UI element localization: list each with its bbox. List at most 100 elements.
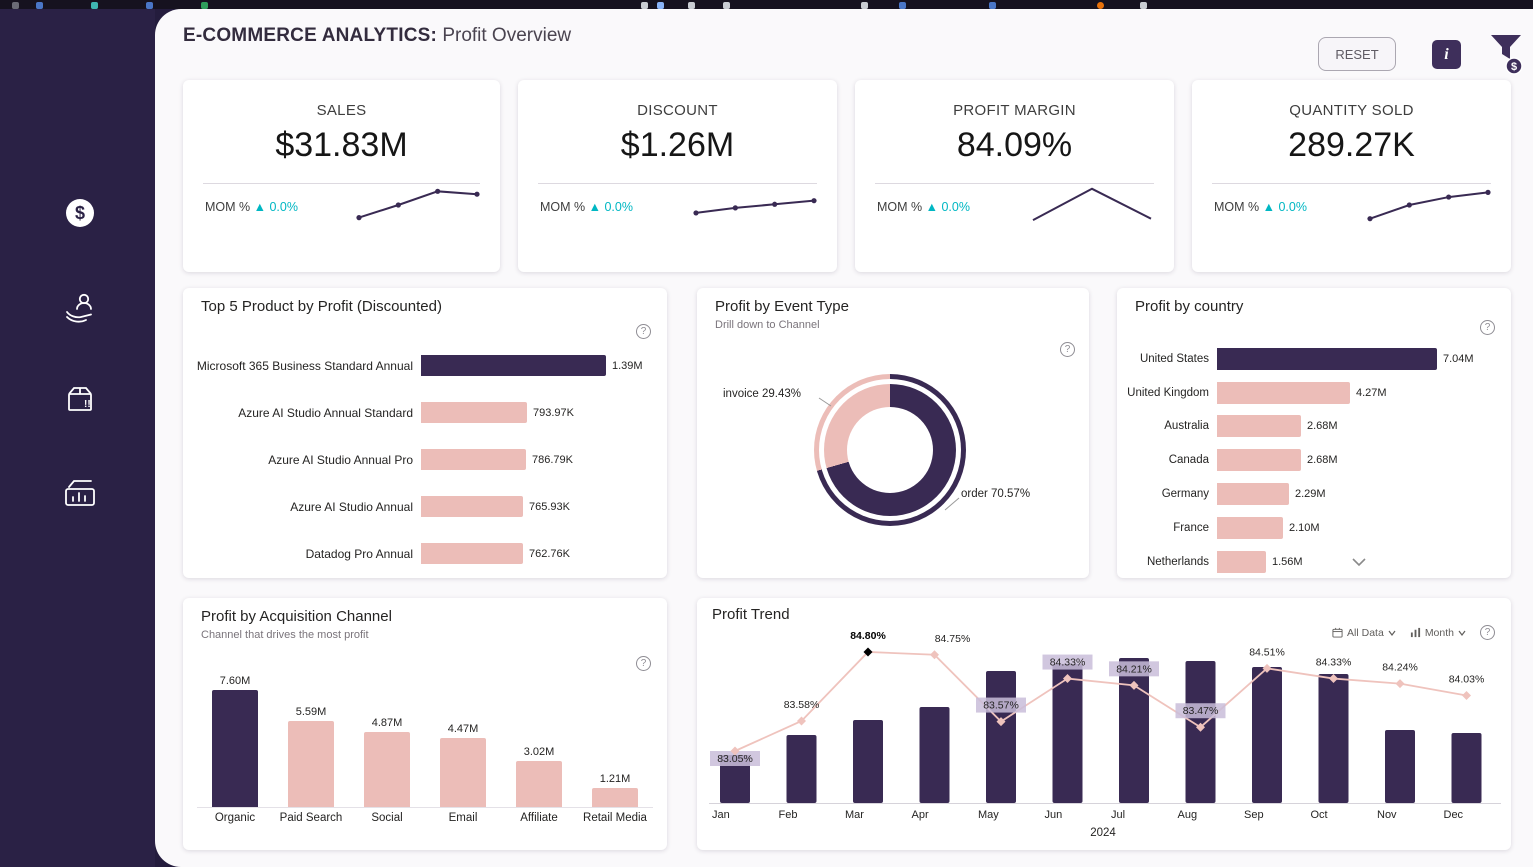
bar[interactable] — [1217, 550, 1266, 573]
taskbar-app-icon[interactable] — [641, 2, 648, 9]
trend-marker[interactable] — [930, 650, 939, 660]
taskbar-app-icon[interactable] — [1097, 2, 1104, 9]
date-range-label: All Data — [1347, 626, 1384, 639]
column-slot: 4.47M Email — [425, 664, 501, 824]
category-label: Social — [371, 812, 403, 824]
info-button[interactable]: i — [1432, 40, 1461, 69]
sidebar-item-profit[interactable] — [56, 470, 104, 518]
trend-marker[interactable] — [1129, 680, 1139, 690]
date-range-dropdown[interactable]: All Data — [1332, 627, 1396, 639]
bar[interactable] — [592, 788, 638, 807]
donut-chart[interactable] — [814, 374, 966, 526]
trend-bar[interactable] — [1252, 667, 1282, 803]
trend-marker[interactable] — [730, 746, 740, 756]
trend-marker[interactable] — [797, 716, 806, 726]
trend-bar[interactable] — [853, 720, 883, 803]
taskbar-app-icon[interactable] — [201, 2, 208, 9]
value-label: 1.39M — [612, 359, 643, 372]
scroll-chevron-down-icon[interactable] — [1351, 554, 1367, 572]
bar[interactable] — [212, 690, 258, 807]
bar[interactable] — [1217, 381, 1350, 404]
trend-bar[interactable] — [1318, 674, 1349, 803]
taskbar-app-icon[interactable] — [12, 2, 19, 9]
value-label: 762.76K — [529, 547, 570, 560]
bar[interactable] — [421, 543, 523, 564]
profit-money-icon — [65, 480, 95, 506]
svg-text:!!: !! — [84, 399, 91, 410]
trend-bar[interactable] — [1385, 730, 1415, 803]
bar[interactable] — [516, 761, 562, 807]
column-slot: 3.02M Affiliate — [501, 664, 577, 824]
category-label: Microsoft 365 Business Standard Annual — [196, 358, 413, 373]
trend-marker[interactable] — [1395, 679, 1405, 689]
donut-inner-ring[interactable] — [824, 384, 956, 516]
kpi-mom: MOM % ▲ 0.0% — [877, 200, 970, 214]
trend-bar[interactable] — [1451, 733, 1482, 803]
bar[interactable] — [421, 449, 526, 470]
trend-bar[interactable] — [786, 735, 817, 803]
trend-marker[interactable] — [863, 647, 873, 657]
taskbar-app-icon[interactable] — [36, 2, 43, 9]
axis-label: Mar — [845, 809, 864, 821]
taskbar-app-icon[interactable] — [723, 2, 730, 9]
bar[interactable] — [1217, 483, 1289, 506]
help-icon[interactable]: ? — [1480, 320, 1495, 335]
help-icon[interactable]: ? — [636, 656, 651, 671]
taskbar-app-icon[interactable] — [146, 2, 153, 9]
trend-bar[interactable] — [1185, 661, 1216, 803]
country-bar-chart: United States 7.04M United Kingdom 4.27M Aus… — [1117, 342, 1503, 579]
mom-up-arrow-icon: ▲ — [925, 200, 938, 214]
taskbar-app-icon[interactable] — [989, 2, 996, 9]
bar[interactable] — [364, 732, 410, 807]
bar[interactable] — [1217, 415, 1301, 438]
bar[interactable] — [421, 496, 523, 517]
bar[interactable] — [1217, 449, 1301, 472]
kpi-card-sales: SALES $31.83M MOM % ▲ 0.0% — [183, 80, 500, 272]
trend-point-label: 84.80% — [850, 630, 886, 642]
trend-marker[interactable] — [996, 717, 1006, 727]
bar[interactable] — [1217, 347, 1437, 370]
bar[interactable] — [421, 355, 606, 376]
trend-bar[interactable] — [919, 707, 950, 803]
trend-marker[interactable] — [1262, 663, 1272, 673]
sidebar-item-products[interactable]: !! — [56, 376, 104, 424]
taskbar-app-icon[interactable] — [899, 2, 906, 9]
value-label: 7.60M — [219, 675, 251, 687]
sidebar-item-customers[interactable] — [56, 284, 104, 332]
help-icon[interactable]: ? — [636, 324, 651, 339]
trend-bar[interactable] — [1119, 658, 1149, 803]
trend-marker[interactable] — [1196, 722, 1205, 732]
bar[interactable] — [440, 738, 486, 807]
trend-marker[interactable] — [1462, 691, 1471, 701]
category-label: Organic — [214, 812, 256, 824]
trend-point-label: 83.57% — [983, 700, 1019, 712]
trend-bar[interactable] — [986, 671, 1016, 803]
mom-up-arrow-icon: ▲ — [253, 200, 266, 214]
trend-marker[interactable] — [1063, 674, 1072, 684]
granularity-dropdown[interactable]: Month — [1410, 627, 1466, 639]
bar-row: Canada 2.68M — [1117, 443, 1503, 477]
trend-bar[interactable] — [720, 755, 750, 803]
bar[interactable] — [421, 402, 527, 423]
trend-marker[interactable] — [1329, 674, 1338, 684]
taskbar — [0, 0, 1533, 9]
bar[interactable] — [288, 721, 334, 807]
filter-funnel-icon[interactable]: $ — [1486, 30, 1526, 78]
taskbar-app-icon[interactable] — [657, 2, 664, 9]
axis-label: Jan — [712, 809, 730, 821]
taskbar-app-icon[interactable] — [91, 2, 98, 9]
taskbar-app-icon[interactable] — [688, 2, 695, 9]
mom-value: 0.0% — [1278, 200, 1307, 214]
help-icon[interactable]: ? — [1060, 342, 1075, 357]
help-icon[interactable]: ? — [1480, 625, 1495, 640]
taskbar-app-icon[interactable] — [1140, 2, 1147, 9]
divider — [1212, 183, 1491, 184]
bar[interactable] — [1217, 516, 1283, 539]
sidebar-item-sales[interactable]: $ — [56, 189, 104, 237]
value-label: 2.29M — [1295, 488, 1326, 501]
panel-title: Top 5 Product by Profit (Discounted) — [201, 298, 442, 315]
trend-bar[interactable] — [1052, 664, 1083, 803]
reset-button[interactable]: RESET — [1318, 37, 1396, 71]
taskbar-app-icon[interactable] — [861, 2, 868, 9]
kpi-value: $1.26M — [620, 126, 735, 164]
